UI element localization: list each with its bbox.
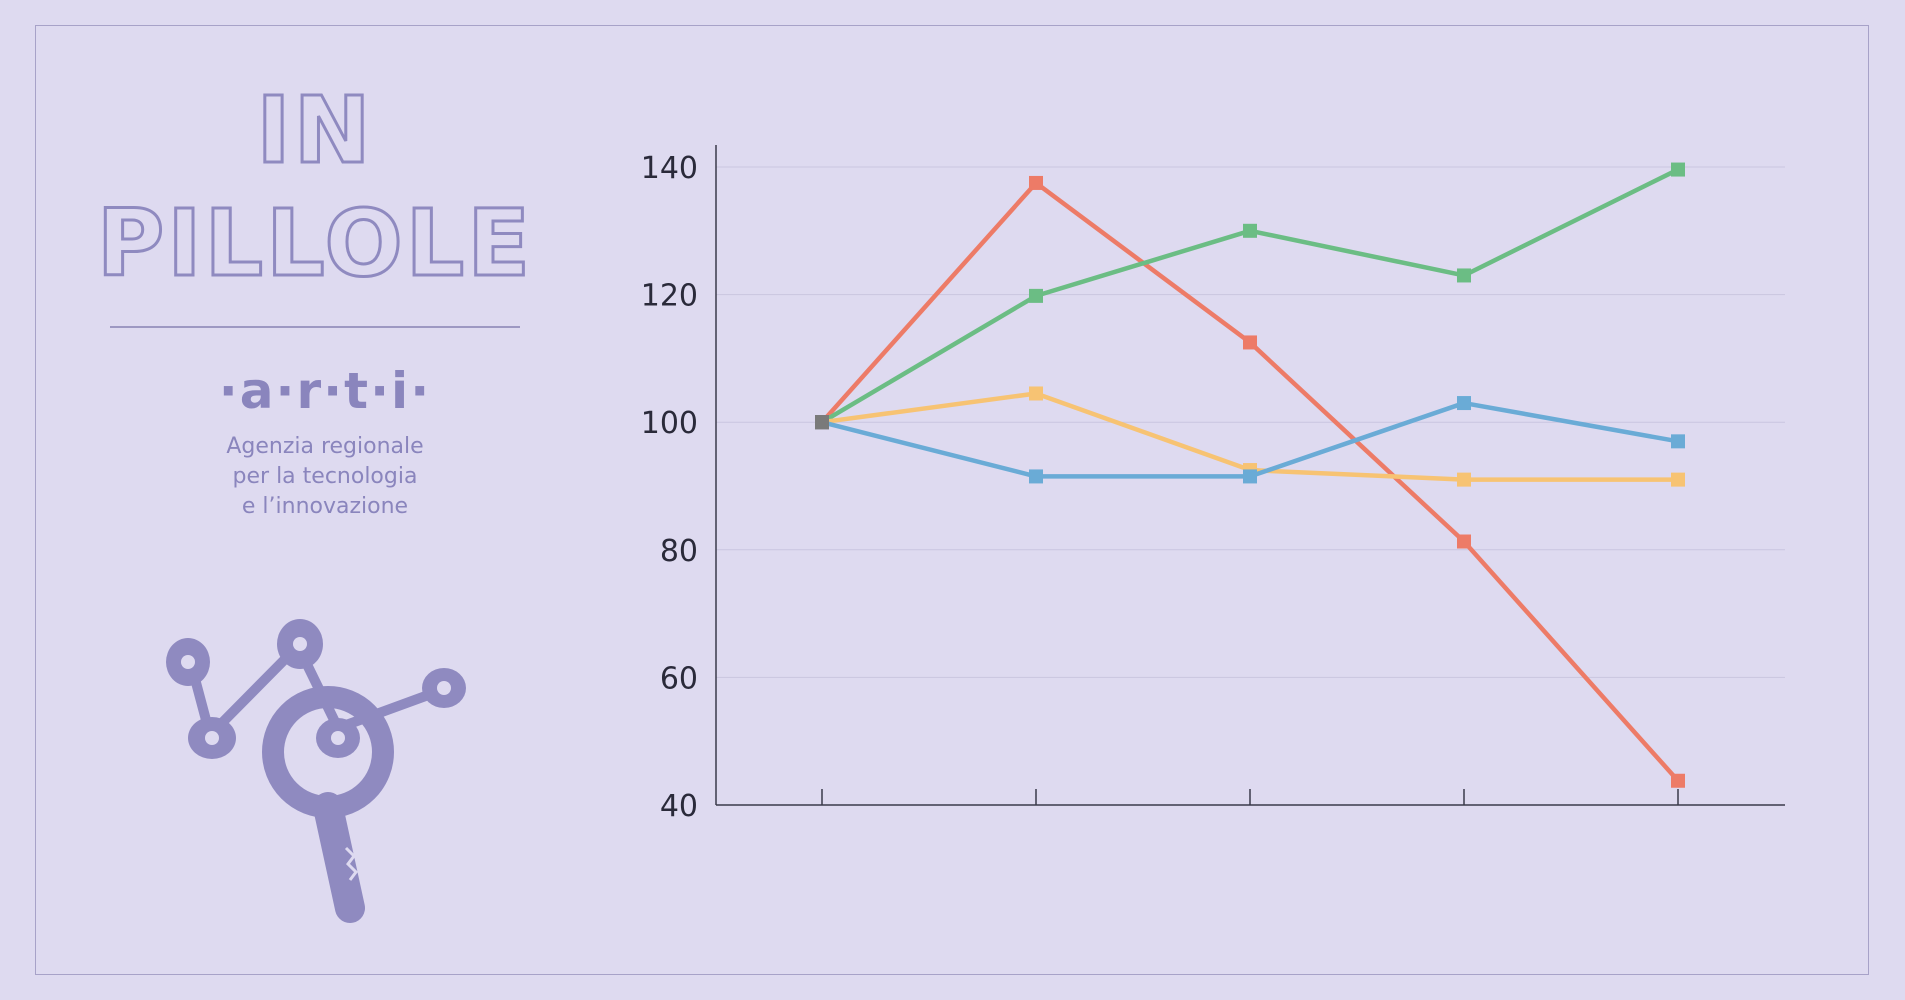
y-tick-label: 140	[641, 151, 698, 186]
data-point	[1671, 162, 1685, 177]
data-point	[1671, 773, 1685, 788]
data-point	[815, 415, 829, 430]
molecule-magnifier-icon	[166, 619, 466, 923]
chart-axes: 40 60 80 100 120 140	[641, 145, 1785, 824]
data-point	[1029, 288, 1043, 303]
y-tick-label: 60	[660, 661, 698, 696]
data-point	[1671, 472, 1685, 487]
data-point	[1243, 335, 1257, 350]
y-tick-label: 100	[641, 406, 698, 441]
data-point	[1457, 268, 1471, 283]
data-point	[1243, 223, 1257, 238]
data-point	[1029, 386, 1043, 401]
page-title-line-1: IN	[255, 77, 374, 184]
data-point	[1457, 534, 1471, 549]
data-point	[1029, 175, 1043, 190]
y-tick-label: 120	[641, 279, 698, 314]
y-tick-label: 40	[660, 789, 698, 824]
chart-series	[815, 162, 1685, 788]
brand-tagline-line-1: Agenzia regionale	[226, 434, 424, 459]
data-point	[1457, 472, 1471, 487]
chart-grid	[716, 166, 1785, 678]
brand-tagline-line-3: e l’innovazione	[241, 494, 409, 519]
outer-frame	[35, 25, 1869, 975]
data-point	[1243, 469, 1257, 484]
data-point	[1671, 434, 1685, 449]
brand-tagline-line-2: per la tecnologia	[232, 464, 418, 489]
page-title-line-2: PILLOLE	[95, 190, 534, 297]
brand-name: ·a·r·t·i·	[218, 362, 432, 420]
data-point	[1457, 396, 1471, 411]
series-line-2	[820, 167, 1679, 425]
title-divider	[110, 326, 520, 328]
y-tick-label: 80	[660, 534, 698, 569]
data-point	[1029, 469, 1043, 484]
